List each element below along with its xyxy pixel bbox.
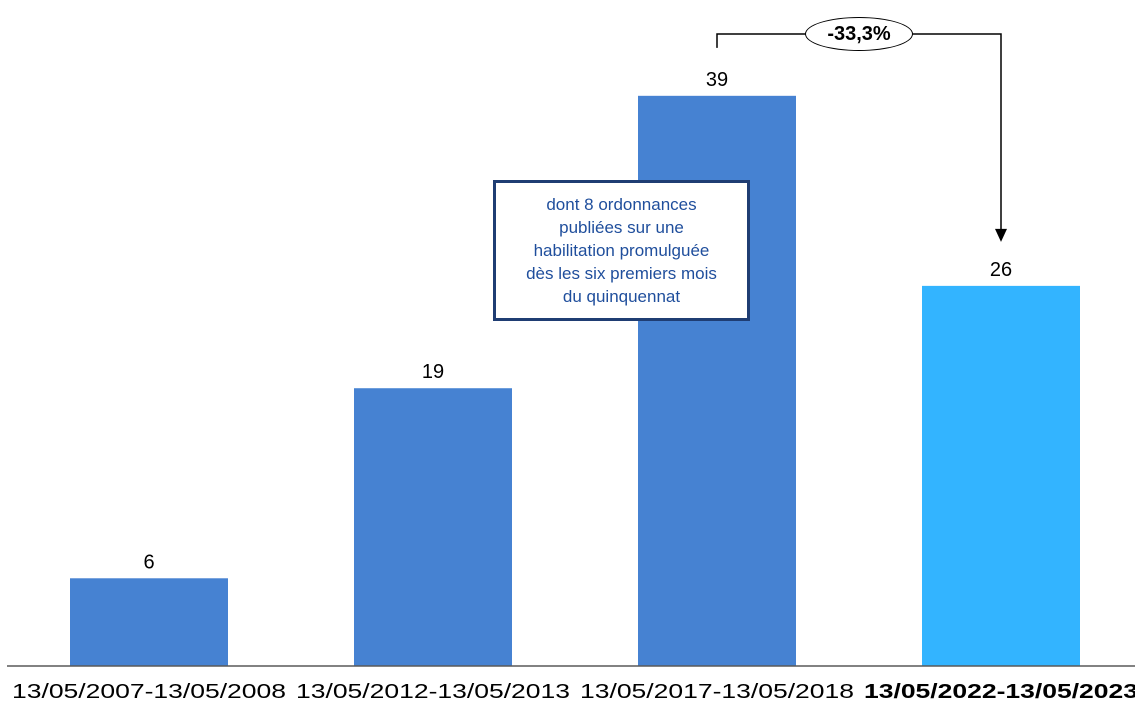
value-labels-layer: 6 19 39 26 <box>143 69 1012 573</box>
x-tick-label-2: 13/05/2012-13/05/2013 <box>296 681 570 703</box>
callout-box: dont 8 ordonnances publiées sur une habi… <box>493 180 750 321</box>
x-tick-label-4: 13/05/2022-13/05/2023 <box>864 681 1135 703</box>
x-tick-labels-layer: 13/05/2007-13/05/2008 13/05/2012-13/05/20… <box>12 681 1135 703</box>
change-percentage-bubble: -33,3% <box>805 17 913 51</box>
x-tick-label-1: 13/05/2007-13/05/2008 <box>12 681 286 703</box>
bar-value-label-1: 6 <box>143 551 154 573</box>
bar-value-label-3: 39 <box>706 69 728 91</box>
bar-value-label-2: 19 <box>422 361 444 383</box>
bar-value-label-4: 26 <box>990 259 1012 281</box>
bar-4 <box>922 285 1080 666</box>
change-arrowhead-icon <box>995 228 1007 242</box>
bar-2 <box>354 388 512 666</box>
bar-1 <box>70 578 228 666</box>
x-tick-label-3: 13/05/2017-13/05/2018 <box>580 681 854 703</box>
